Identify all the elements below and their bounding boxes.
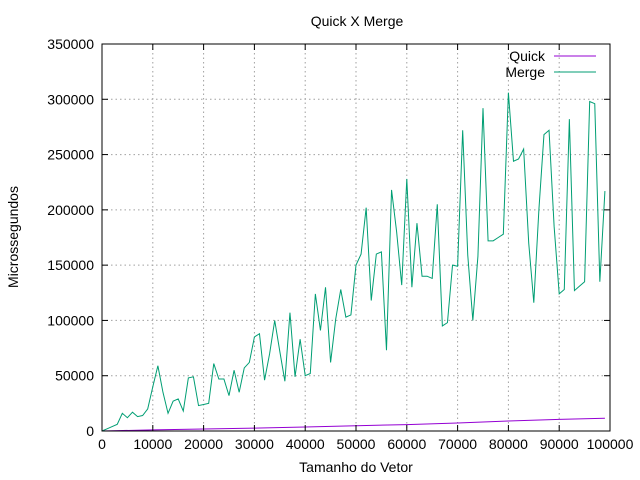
y-tick-label: 250000 xyxy=(47,147,94,163)
y-tick-label: 100000 xyxy=(47,312,94,328)
series-layer xyxy=(101,92,606,432)
grid-layer xyxy=(102,44,610,431)
y-tick-label: 150000 xyxy=(47,257,94,273)
y-tick-label: 350000 xyxy=(47,36,94,52)
x-tick-label: 10000 xyxy=(133,436,172,452)
x-tick-label: 50000 xyxy=(337,436,376,452)
x-tick-label: 0 xyxy=(98,436,106,452)
y-tick-label: 200000 xyxy=(47,202,94,218)
y-tick-label: 300000 xyxy=(47,91,94,107)
legend-label-merge: Merge xyxy=(505,64,545,80)
x-axis-label: Tamanho do Vetor xyxy=(299,459,413,475)
x-tick-label: 40000 xyxy=(286,436,325,452)
x-tick-label: 20000 xyxy=(184,436,223,452)
x-tick-label: 30000 xyxy=(235,436,274,452)
x-tick-label: 80000 xyxy=(489,436,528,452)
y-axis-label: Microssegundos xyxy=(5,186,21,288)
ticks-layer: 0500001000001500002000002500003000003500… xyxy=(47,36,633,452)
x-tick-label: 70000 xyxy=(438,436,477,452)
y-tick-label: 0 xyxy=(86,423,94,439)
series-line-quick xyxy=(101,417,605,432)
y-tick-label: 50000 xyxy=(55,368,94,384)
legend-label-quick: Quick xyxy=(509,48,546,64)
x-tick-label: 100000 xyxy=(587,436,634,452)
x-tick-label: 90000 xyxy=(540,436,579,452)
x-tick-label: 60000 xyxy=(387,436,426,452)
series-line-merge xyxy=(101,92,606,432)
chart-title: Quick X Merge xyxy=(311,13,404,29)
